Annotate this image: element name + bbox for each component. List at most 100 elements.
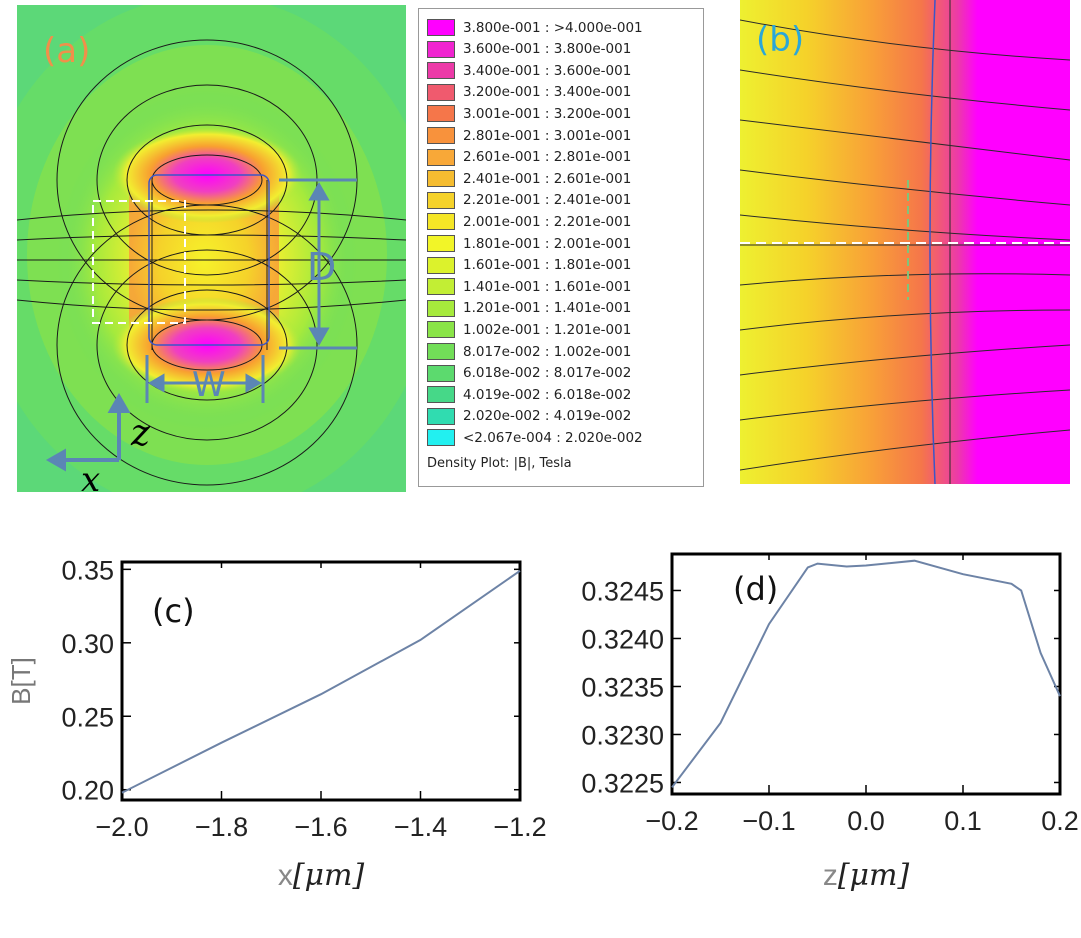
y-tick-label: 0.30 <box>61 629 114 659</box>
legend-entry: 2.801e-001 : 3.001e-001 <box>427 125 631 146</box>
x-axis-unit: [μm] <box>293 858 365 893</box>
chart-c-svg: −2.0 −1.8 −1.6 −1.4 −1.2 0.20 0.25 0.30 0.35 (c) x… <box>0 550 560 934</box>
legend-range-label: 3.001e-001 : 3.200e-001 <box>463 106 631 122</box>
legend-swatch <box>427 170 455 187</box>
legend-swatch <box>427 408 455 425</box>
legend-swatch <box>427 62 455 79</box>
panel-label: (c) <box>152 592 195 630</box>
legend-range-label: 8.017e-002 : 1.002e-001 <box>463 344 631 360</box>
legend-swatch <box>427 386 455 403</box>
legend-swatch <box>427 300 455 317</box>
y-tick-label: 0.20 <box>61 776 114 806</box>
legend-range-label: 2.601e-001 : 2.801e-001 <box>463 149 631 165</box>
legend-entry: 3.600e-001 : 3.800e-001 <box>427 39 631 60</box>
legend-swatch <box>427 343 455 360</box>
legend-swatch <box>427 365 455 382</box>
y-tick-label: 0.3235 <box>581 672 664 702</box>
legend-range-label: 2.801e-001 : 3.001e-001 <box>463 128 631 144</box>
legend-entry: 2.401e-001 : 2.601e-001 <box>427 168 631 189</box>
x-axis-label: z[μm] <box>823 858 910 893</box>
legend-swatch <box>427 192 455 209</box>
legend-entry: 2.201e-001 : 2.401e-001 <box>427 190 631 211</box>
x-tick-label: 0.1 <box>944 806 982 836</box>
legend-swatch <box>427 213 455 230</box>
density-legend: 3.800e-001 : >4.000e-001 3.600e-001 : 3.8… <box>418 8 704 487</box>
panel-b-zoom-map: (b) <box>740 0 1070 484</box>
panel-a-label: (a) <box>43 31 90 71</box>
legend-entry: 3.800e-001 : >4.000e-001 <box>427 17 643 38</box>
legend-swatch <box>427 41 455 58</box>
x-axis-label: x[μm] <box>278 858 365 893</box>
x-tick-label: −1.2 <box>493 812 546 842</box>
legend-entry: 1.201e-001 : 1.401e-001 <box>427 298 631 319</box>
dimension-w-label: W <box>192 365 226 405</box>
legend-range-label: 2.020e-002 : 4.019e-002 <box>463 408 631 424</box>
legend-swatch <box>427 84 455 101</box>
x-axis-variable: x <box>278 859 293 892</box>
x-axis-unit: [μm] <box>838 858 910 893</box>
legend-title: Density Plot: |B|, Tesla <box>427 456 572 471</box>
x-tick-label: −1.8 <box>195 812 248 842</box>
x-tick-label: −1.6 <box>294 812 347 842</box>
x-tick-label: 0.2 <box>1041 806 1079 836</box>
chart-c: −2.0 −1.8 −1.6 −1.4 −1.2 0.20 0.25 0.30 0.35 (c) x… <box>0 550 560 934</box>
plot-frame <box>672 554 1060 794</box>
legend-range-label: 2.001e-001 : 2.201e-001 <box>463 214 631 230</box>
legend-swatch <box>427 105 455 122</box>
x-tick-label: −0.2 <box>645 806 698 836</box>
x-tick-label: −0.1 <box>742 806 795 836</box>
legend-entry: 1.401e-001 : 1.601e-001 <box>427 276 631 297</box>
legend-range-label: 1.401e-001 : 1.601e-001 <box>463 279 631 295</box>
x-tick-label: −2.0 <box>95 812 148 842</box>
legend-entry: 8.017e-002 : 1.002e-001 <box>427 341 631 362</box>
y-tick-label: 0.25 <box>61 702 114 732</box>
legend-range-label: 1.201e-001 : 1.401e-001 <box>463 300 631 316</box>
legend-entry: 1.002e-001 : 1.201e-001 <box>427 319 631 340</box>
legend-swatch <box>427 429 455 446</box>
legend-entry: 1.601e-001 : 1.801e-001 <box>427 255 631 276</box>
legend-entry: 3.400e-001 : 3.600e-001 <box>427 60 631 81</box>
y-tick-label: 0.3245 <box>581 576 664 606</box>
dimension-d-label: D <box>307 245 336 289</box>
legend-range-label: 1.002e-001 : 1.201e-001 <box>463 322 631 338</box>
legend-range-label: 3.800e-001 : >4.000e-001 <box>463 20 643 36</box>
legend-swatch <box>427 127 455 144</box>
y-tick-label: 0.35 <box>61 555 114 585</box>
legend-entry: 4.019e-002 : 6.018e-002 <box>427 384 631 405</box>
panel-label: (d) <box>733 570 778 608</box>
legend-swatch <box>427 278 455 295</box>
axis-x-label: x <box>81 460 100 500</box>
panel-b-label: (b) <box>756 20 804 60</box>
legend-range-label: 6.018e-002 : 8.017e-002 <box>463 365 631 381</box>
legend-range-label: 1.601e-001 : 1.801e-001 <box>463 257 631 273</box>
legend-entry: 2.020e-002 : 4.019e-002 <box>427 406 631 427</box>
legend-range-label: <2.067e-004 : 2.020e-002 <box>463 430 643 446</box>
series-line <box>672 561 1060 788</box>
legend-entry: <2.067e-004 : 2.020e-002 <box>427 427 643 448</box>
legend-swatch <box>427 321 455 338</box>
legend-range-label: 2.401e-001 : 2.601e-001 <box>463 171 631 187</box>
panel-b-svg <box>740 0 1070 484</box>
legend-entry: 3.200e-001 : 3.400e-001 <box>427 82 631 103</box>
legend-range-label: 3.200e-001 : 3.400e-001 <box>463 84 631 100</box>
x-tick-label: 0.0 <box>847 806 885 836</box>
legend-entry: 3.001e-001 : 3.200e-001 <box>427 103 631 124</box>
legend-swatch <box>427 149 455 166</box>
legend-entry: 1.801e-001 : 2.001e-001 <box>427 233 631 254</box>
legend-range-label: 1.801e-001 : 2.001e-001 <box>463 236 631 252</box>
panel-a-field-map: (a) D W z x <box>17 5 406 492</box>
x-tick-label: −1.4 <box>394 812 447 842</box>
y-tick-label: 0.3240 <box>581 624 664 654</box>
legend-swatch <box>427 235 455 252</box>
legend-entry: 6.018e-002 : 8.017e-002 <box>427 363 631 384</box>
legend-range-label: 4.019e-002 : 6.018e-002 <box>463 387 631 403</box>
legend-range-label: 3.600e-001 : 3.800e-001 <box>463 41 631 57</box>
axis-z-label: z <box>131 413 150 454</box>
x-axis-variable: z <box>823 859 838 892</box>
legend-entry: 2.601e-001 : 2.801e-001 <box>427 147 631 168</box>
legend-swatch <box>427 19 455 36</box>
y-axis-label: B[T] <box>6 657 36 705</box>
y-tick-label: 0.3230 <box>581 720 664 750</box>
